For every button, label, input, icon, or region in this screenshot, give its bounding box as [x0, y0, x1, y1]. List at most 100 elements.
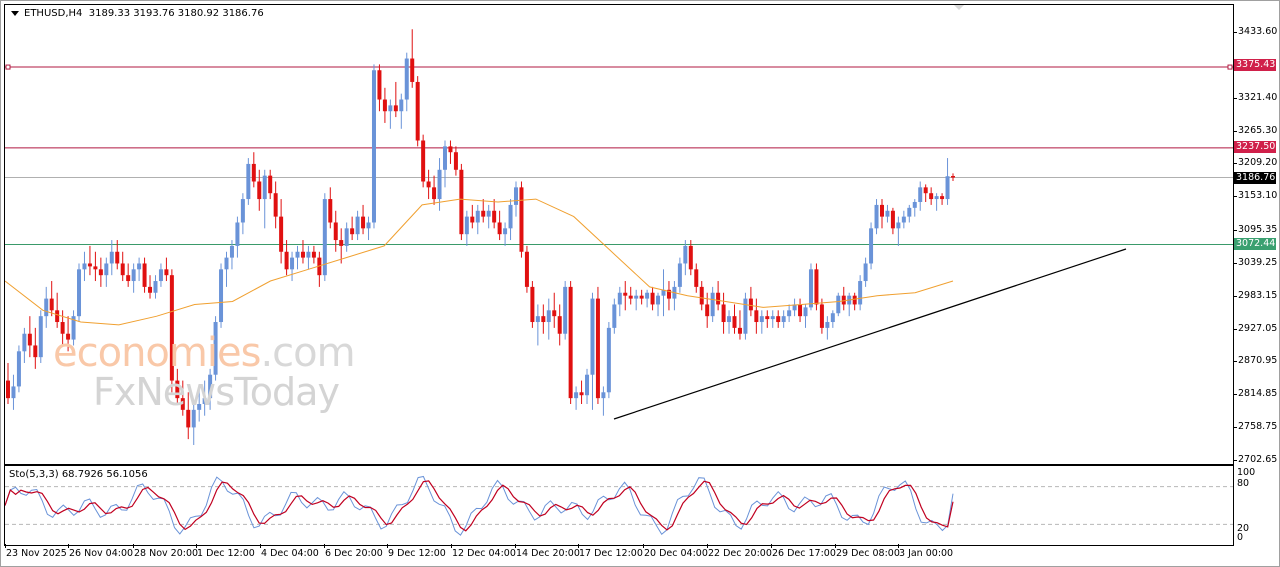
candle-body	[109, 251, 114, 264]
candle-body	[66, 333, 71, 340]
price-tick-label: 3095.35	[1238, 224, 1278, 236]
candle-body	[44, 298, 49, 317]
time-tick-label: 28 Nov 20:00	[134, 548, 199, 559]
candle-body	[748, 298, 753, 311]
candle-body	[732, 316, 737, 328]
candle-body	[388, 105, 393, 112]
candle-body	[617, 292, 622, 305]
candle-body	[115, 251, 120, 264]
chart-title[interactable]: ETHUSD,H4 3189.33 3193.76 3180.92 3186.7…	[11, 8, 264, 19]
candle-body	[382, 99, 387, 112]
time-tick-label: 23 Nov 2025	[6, 548, 67, 559]
candle-body	[912, 201, 917, 208]
price-tick-label: 3265.30	[1238, 124, 1278, 136]
candle-body	[235, 222, 240, 246]
time-tick-label: 3 Jan 00:00	[899, 548, 954, 559]
stochastic-label: Sto(5,3,3) 68.7926 56.1056	[9, 469, 148, 480]
candle-body	[901, 216, 906, 223]
candle-body	[295, 251, 300, 258]
candle-body	[628, 295, 633, 299]
price-tick	[1233, 32, 1237, 33]
candle-body	[808, 269, 813, 308]
price-chart-pane[interactable]: economies.com FxNewsToday ETHUSD,H4 3189…	[4, 4, 1234, 465]
time-tick-label: 17 Dec 12:00	[579, 548, 643, 559]
stochastic-level-label: 80	[1237, 478, 1250, 489]
candle-body	[142, 263, 147, 287]
stochastic-level-label: 0	[1237, 532, 1244, 543]
price-tick-label: 3153.10	[1238, 190, 1278, 202]
price-tick-label: 2758.75	[1238, 421, 1278, 433]
candle-body	[208, 374, 213, 399]
candle-body	[841, 295, 846, 305]
candle-body	[262, 175, 267, 200]
candle-body	[934, 196, 939, 200]
candle-body	[475, 210, 480, 223]
candle-body	[623, 292, 628, 296]
candle-body	[371, 70, 376, 223]
dropdown-triangle-icon[interactable]	[11, 10, 19, 16]
candle-body	[869, 228, 874, 264]
time-tick-label: 4 Dec 04:00	[261, 548, 319, 559]
time-tick	[133, 544, 134, 548]
candle-body	[202, 398, 207, 404]
candle-body	[688, 245, 693, 270]
candle-body	[49, 298, 54, 311]
price-tick	[1233, 328, 1237, 330]
candle-body	[508, 204, 513, 229]
time-tick-label: 29 Dec 08:00	[836, 548, 900, 559]
candle-body	[765, 316, 770, 320]
candle-body	[819, 304, 824, 328]
chart-shift-marker-icon[interactable]	[954, 5, 964, 10]
stochastic-level-label: 20	[1237, 523, 1250, 534]
candle-body	[836, 295, 841, 314]
candle-body	[246, 163, 251, 200]
candle-body	[557, 316, 562, 334]
candle-body	[530, 286, 535, 323]
candle-body	[759, 316, 764, 323]
price-tick-label: 2927.05	[1238, 322, 1278, 334]
candle-body	[442, 146, 447, 170]
time-tick	[515, 544, 516, 548]
candle-body	[699, 286, 704, 305]
candle-body	[541, 316, 546, 323]
candle-body	[339, 240, 344, 246]
candle-body	[634, 295, 639, 299]
candle-body	[366, 222, 371, 229]
price-tick	[1233, 394, 1237, 396]
stochastic-signal-line	[5, 480, 954, 532]
line-anchor-icon	[5, 64, 11, 70]
candle-body	[601, 392, 606, 399]
candle-body	[661, 289, 666, 296]
candle-body	[535, 316, 540, 323]
time-tick	[771, 544, 772, 548]
candle-body	[590, 298, 595, 375]
candle-body	[890, 210, 895, 229]
candle-body	[940, 196, 945, 200]
candle-body	[464, 216, 469, 235]
support-price-tag: 3072.44	[1234, 238, 1276, 250]
price-tick	[1233, 130, 1237, 132]
candle-body	[951, 176, 955, 178]
candle-body	[781, 316, 786, 323]
time-tick	[260, 544, 261, 548]
candle-body	[563, 286, 568, 334]
candle-body	[585, 374, 590, 396]
candle-body	[754, 310, 759, 323]
candle-body	[798, 304, 803, 317]
candle-body	[929, 193, 934, 200]
candle-body	[710, 292, 715, 317]
candle-body	[552, 310, 557, 317]
candle-body	[284, 251, 289, 270]
candle-body	[98, 269, 103, 276]
candle-body	[770, 316, 775, 320]
candle-body	[907, 207, 912, 217]
candle-body	[459, 169, 464, 235]
price-tick-label: 2814.85	[1238, 388, 1278, 400]
candle-body	[350, 228, 355, 235]
stochastic-pane[interactable]: Sto(5,3,3) 68.7926 56.1056	[4, 465, 1234, 546]
candle-body	[595, 298, 600, 399]
candle-body	[377, 70, 382, 100]
candle-body	[426, 181, 431, 188]
candle-body	[104, 263, 109, 276]
candle-body	[251, 163, 256, 182]
